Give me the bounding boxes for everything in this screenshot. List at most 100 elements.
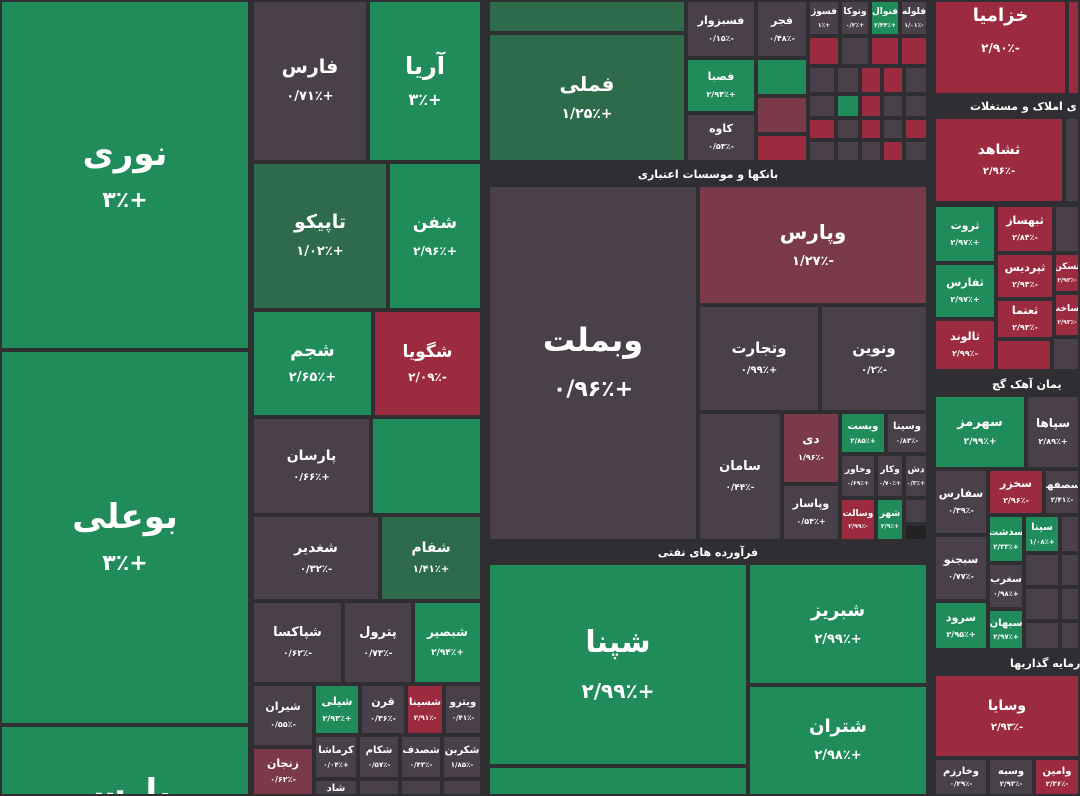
- tile-vesbah[interactable]: وسبه -۲/۹۳٪: [988, 758, 1034, 796]
- tile-noori[interactable]: نوری +۳٪: [0, 0, 250, 350]
- tile-teemad[interactable]: ثعتما -۲/۹۳٪: [996, 299, 1054, 339]
- tile-small[interactable]: [1024, 587, 1060, 621]
- tile-small[interactable]: [836, 118, 860, 140]
- tile-tapico[interactable]: تاپیکو +۱/۰۲٪: [252, 162, 388, 310]
- tile-felvala[interactable]: فلوله -۱/۰۱٪: [900, 0, 928, 36]
- tile-small[interactable]: [904, 118, 928, 140]
- tile-small[interactable]: [1060, 553, 1080, 587]
- tile-sheshahed[interactable]: ثشاهد -۲/۹۶٪: [934, 117, 1064, 203]
- tile-shebasir[interactable]: شبصیر +۲/۹۴٪: [413, 601, 482, 684]
- tile-shesadaf[interactable]: شصدف -۰/۴۳٪: [400, 735, 442, 779]
- tile-vebast[interactable]: وبست +۲/۸۵٪: [840, 412, 886, 454]
- tile-sepaha[interactable]: سپاها +۲/۸۹٪: [1026, 395, 1080, 469]
- tile-fesba[interactable]: فصبا +۲/۹۴٪: [686, 58, 756, 113]
- tile-sarood[interactable]: سرود +۲/۹۵٪: [934, 601, 988, 650]
- tile-shebriz[interactable]: شبریز +۲/۹۹٪: [748, 563, 928, 685]
- tile-khazamia[interactable]: خزامیا -۲/۹۰٪: [934, 0, 1067, 95]
- tile-small[interactable]: [882, 66, 904, 94]
- tile-small[interactable]: [756, 58, 808, 96]
- tile-talvand[interactable]: ثالوند -۲/۹۹٪: [934, 319, 996, 371]
- tile-small[interactable]: [904, 524, 928, 541]
- tile-shad[interactable]: شاد: [314, 779, 358, 796]
- tile-vesaya[interactable]: وسایا -۲/۹۳٪: [934, 674, 1080, 758]
- tile-small[interactable]: [1067, 0, 1080, 95]
- tile-small[interactable]: [1052, 337, 1080, 371]
- tile-seghrb[interactable]: سغرب +۰/۹۸٪: [988, 563, 1024, 609]
- tile-small[interactable]: [904, 94, 928, 118]
- tile-small[interactable]: [442, 779, 482, 796]
- tile-zanjan[interactable]: زنجان -۰/۶۲٪: [252, 747, 314, 796]
- tile-small[interactable]: [808, 94, 836, 118]
- tile-petrol[interactable]: پترول -۰/۷۳٪: [343, 601, 413, 684]
- tile-di[interactable]: دی -۱/۹۶٪: [782, 412, 840, 484]
- tile-small[interactable]: [808, 140, 836, 162]
- tile-shoghdir[interactable]: شغدیر -۰/۳۲٪: [252, 515, 380, 601]
- tile-fars[interactable]: فارس +۰/۷۱٪: [252, 0, 368, 162]
- tile-vitro[interactable]: ویترو -۰/۴۱٪: [444, 684, 482, 735]
- tile-shiran[interactable]: شیران -۰/۵۵٪: [252, 684, 314, 747]
- tile-small[interactable]: [836, 140, 860, 162]
- tile-teskan[interactable]: ثسکن -۲/۹۳٪: [1054, 253, 1080, 293]
- tile-saman[interactable]: سامان -۰/۴۴٪: [698, 412, 782, 541]
- tile-tesakht[interactable]: ثساخت -۲/۹۳٪: [1054, 293, 1080, 337]
- tile-small[interactable]: [904, 66, 928, 94]
- tile-vekhavar[interactable]: وخاور +۰/۶۹٪: [840, 454, 876, 498]
- tile-small[interactable]: [840, 36, 870, 66]
- tile-small[interactable]: [996, 339, 1052, 371]
- tile-fajr[interactable]: فجر -۰/۴۸٪: [756, 0, 808, 58]
- tile-small[interactable]: [882, 140, 904, 162]
- tile-shetran[interactable]: شتران +۲/۹۸٪: [748, 685, 928, 796]
- tile-fesabzevar[interactable]: فسبزوار -۰/۱۵٪: [686, 0, 756, 58]
- tile-small[interactable]: [400, 779, 442, 796]
- tile-servat[interactable]: ثروت +۲/۹۷٪: [934, 205, 996, 263]
- tile-sheli[interactable]: شیلی +۲/۹۳٪: [314, 684, 360, 735]
- tile-booali[interactable]: بوعلی +۳٪: [0, 350, 250, 725]
- tile-tepardis[interactable]: ثپردیس -۲/۹۴٪: [996, 253, 1054, 299]
- tile-fasoz[interactable]: فسوژ +۱٪: [808, 0, 840, 36]
- tile-small[interactable]: [860, 118, 882, 140]
- tile-venovin[interactable]: ونوین -۰/۲٪: [820, 305, 928, 412]
- tile-shepna[interactable]: شپنا +۲/۹۹٪: [488, 563, 748, 766]
- tile-pars[interactable]: پارس: [0, 725, 250, 796]
- tile-unlabeled-green[interactable]: [371, 417, 482, 515]
- tile-vepasar[interactable]: وپاسار +۰/۵۴٪: [782, 484, 840, 541]
- tile-vepars[interactable]: وپارس -۱/۲۷٪: [698, 185, 928, 305]
- tile-sina[interactable]: سینا +۱/۰۸٪: [1024, 515, 1060, 553]
- tile-small[interactable]: [1060, 621, 1080, 650]
- tile-shajam[interactable]: شجم +۲/۶۵٪: [252, 310, 373, 417]
- tile-small[interactable]: [900, 36, 928, 66]
- tile-small[interactable]: [904, 498, 928, 524]
- tile-small[interactable]: [1060, 515, 1080, 553]
- tile-vebmellat[interactable]: وبملت +۰/۹۶٪: [488, 185, 698, 541]
- tile-sesfaha[interactable]: سصفها -۲/۴۱٪: [1044, 469, 1080, 515]
- tile-small[interactable]: [808, 66, 836, 94]
- tile-vekharazm[interactable]: وخارزم -۰/۲۹٪: [934, 758, 988, 796]
- tile-arya[interactable]: آریا +۳٪: [368, 0, 482, 162]
- tile-shafam[interactable]: شفام +۱/۴۱٪: [380, 515, 482, 601]
- tile-vatoka[interactable]: وتوکا +۰/۲٪: [840, 0, 870, 36]
- tile-vamin[interactable]: وامین -۲/۳۶٪: [1034, 758, 1080, 796]
- tile-small[interactable]: [836, 94, 860, 118]
- tile-shahr[interactable]: شهر +۲/۹٪: [876, 498, 904, 541]
- tile-small[interactable]: [882, 118, 904, 140]
- tile-unlabeled[interactable]: [488, 0, 686, 33]
- tile-unlabeled[interactable]: [488, 766, 748, 796]
- tile-small[interactable]: [870, 36, 900, 66]
- tile-small[interactable]: [882, 94, 904, 118]
- tile-vesina[interactable]: وسینا -۰/۸۳٪: [886, 412, 928, 454]
- tile-qarn[interactable]: قرن -۰/۳۶٪: [360, 684, 406, 735]
- tile-kaveh[interactable]: کاوه -۰/۵۳٪: [686, 113, 756, 162]
- tile-tefars[interactable]: ثفارس +۲/۹۷٪: [934, 263, 996, 319]
- tile-sekhazar[interactable]: سخزر -۲/۹۶٪: [988, 469, 1044, 515]
- tile-sefars[interactable]: سفارس -۰/۳۹٪: [934, 469, 988, 535]
- tile-small[interactable]: [756, 96, 808, 134]
- tile-sebahan[interactable]: سبهان +۲/۹۷٪: [988, 609, 1024, 650]
- tile-shegooya[interactable]: شگویا -۲/۰۹٪: [373, 310, 482, 417]
- tile-small[interactable]: [756, 134, 808, 162]
- tile-small[interactable]: [904, 140, 928, 162]
- tile-shekarin[interactable]: شکربن -۱/۸۵٪: [442, 735, 482, 779]
- tile-vekar[interactable]: وکار +۰/۷۰٪: [876, 454, 904, 498]
- tile-sebijno[interactable]: سبجنو -۰/۷۷٪: [934, 535, 988, 601]
- tile-small[interactable]: [860, 140, 882, 162]
- tile-small[interactable]: [1054, 205, 1080, 253]
